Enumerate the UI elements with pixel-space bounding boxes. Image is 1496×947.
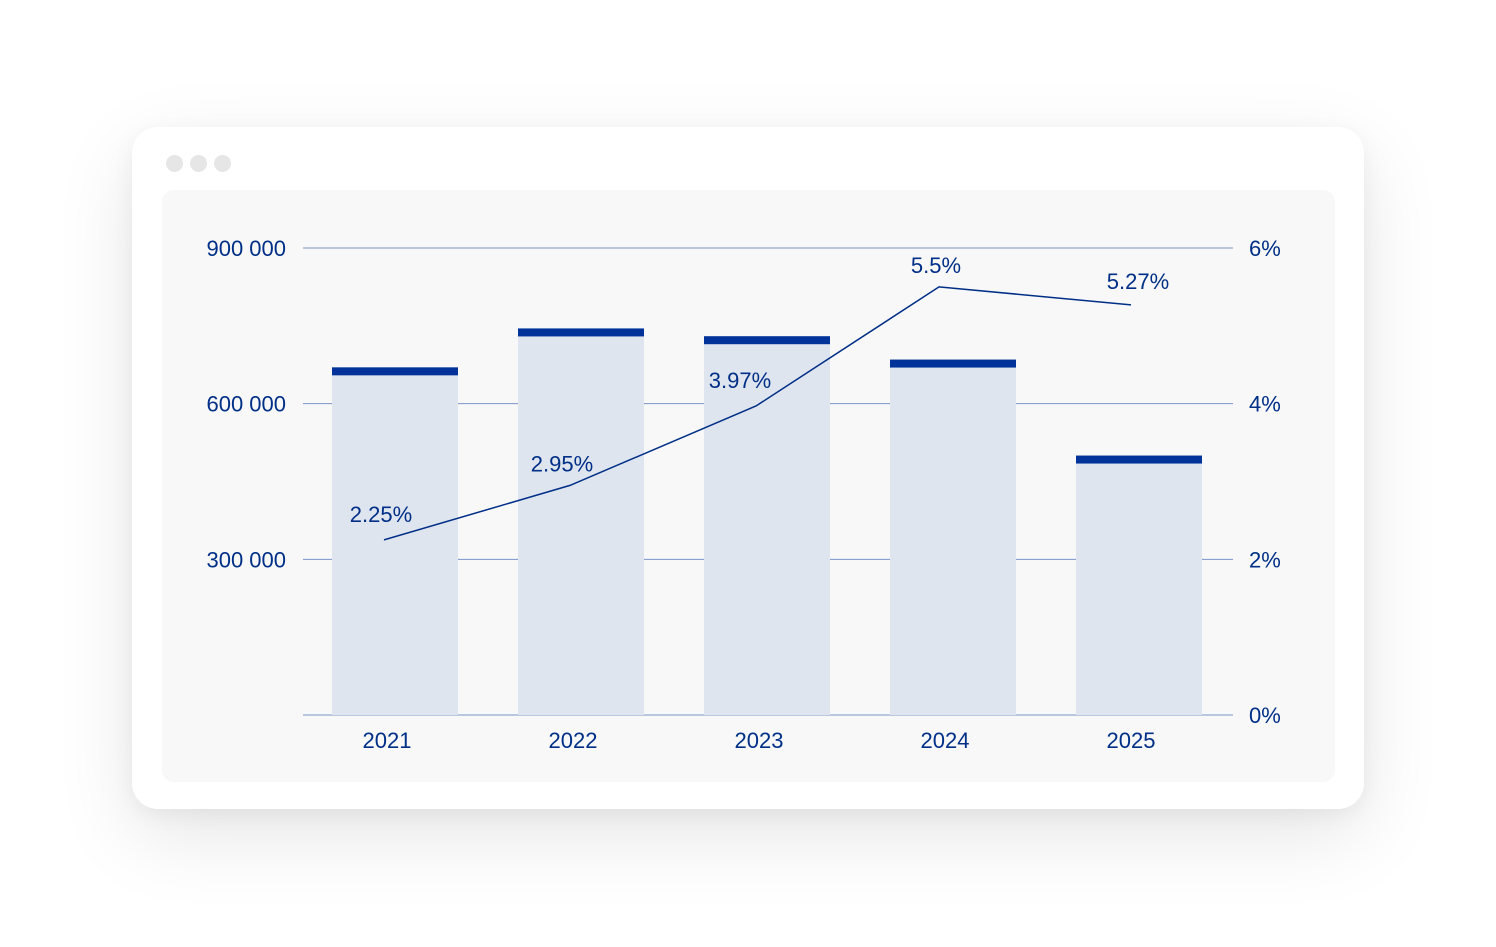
- y-right-tick-label: 2%: [1249, 547, 1281, 572]
- rate-data-label: 5.27%: [1107, 269, 1169, 294]
- rate-line: [383, 286, 1132, 541]
- y-right-tick-label: 6%: [1249, 236, 1281, 261]
- rate-data-label: 2.95%: [531, 451, 593, 476]
- bar: [332, 367, 458, 715]
- rate-data-label: 3.97%: [709, 368, 771, 393]
- rate-line-path: [383, 286, 1132, 541]
- bar: [704, 336, 830, 715]
- bar: [1076, 455, 1202, 715]
- y-left-tick-label: 300 000: [206, 547, 286, 572]
- y-right-tick-label: 0%: [1249, 703, 1281, 728]
- x-tick-label: 2021: [363, 728, 412, 753]
- x-tick-label: 2022: [549, 728, 598, 753]
- combo-chart: 300 000 600 000 900 000 0% 2% 4% 6% 2021 2022 202…: [206, 236, 1280, 753]
- y-right-tick-label: 4%: [1249, 392, 1281, 417]
- bars: [332, 328, 1202, 715]
- bar-cap: [890, 359, 1016, 368]
- x-tick-label: 2024: [921, 728, 970, 753]
- bar-cap: [1076, 455, 1202, 464]
- labels: 300 000 600 000 900 000 0% 2% 4% 6% 2021 2022 202…: [206, 236, 1280, 753]
- x-tick-label: 2025: [1107, 728, 1156, 753]
- bar: [890, 359, 1016, 715]
- rate-data-label: 2.25%: [350, 502, 412, 527]
- bar-cap: [704, 336, 830, 345]
- browser-window: 300 000 600 000 900 000 0% 2% 4% 6% 2021 2022 202…: [132, 127, 1364, 809]
- bar: [518, 328, 644, 715]
- window-dot-close[interactable]: [166, 155, 183, 172]
- bar-cap: [518, 328, 644, 337]
- chart-panel: 300 000 600 000 900 000 0% 2% 4% 6% 2021 2022 202…: [162, 190, 1335, 782]
- rate-data-label: 5.5%: [911, 253, 961, 278]
- window-controls: [166, 155, 231, 172]
- y-left-tick-label: 600 000: [206, 392, 286, 417]
- window-dot-minimize[interactable]: [190, 155, 207, 172]
- window-dot-maximize[interactable]: [214, 155, 231, 172]
- y-left-tick-label: 900 000: [206, 236, 286, 261]
- bar-cap: [332, 367, 458, 376]
- x-tick-label: 2023: [735, 728, 784, 753]
